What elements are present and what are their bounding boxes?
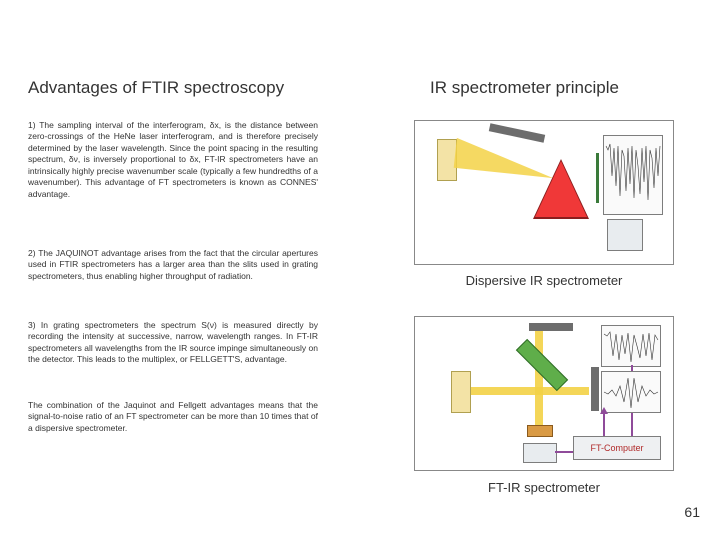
spectrum-output-icon: [603, 135, 663, 215]
left-title: Advantages of FTIR spectroscopy: [28, 78, 318, 98]
figure-dispersive: [414, 120, 674, 265]
ft-computer-box: FT-Computer: [573, 436, 661, 460]
detector-icon: [607, 219, 643, 251]
figure-ftir: FT-Computer: [414, 316, 674, 471]
spectrum-output-icon: [601, 325, 661, 367]
slit-icon: [596, 153, 599, 203]
fixed-mirror-icon: [529, 323, 573, 331]
beam-vertical-icon: [535, 331, 543, 427]
paragraph-2: 2) The JAQUINOT advantage arises from th…: [28, 248, 318, 282]
right-title: IR spectrometer principle: [430, 78, 690, 98]
mirror-icon: [489, 123, 545, 142]
signal-wire-icon: [631, 365, 633, 371]
detector-icon: [523, 443, 557, 463]
interferogram-icon: [601, 371, 661, 413]
ir-source-icon: [451, 371, 471, 413]
sample-icon: [527, 425, 553, 437]
prism-icon: [535, 161, 587, 217]
paragraph-4: The combination of the Jaquinot and Fell…: [28, 400, 318, 434]
caption-dispersive: Dispersive IR spectrometer: [414, 273, 674, 288]
caption-ftir: FT-IR spectrometer: [414, 480, 674, 495]
beam-horizontal-icon: [469, 387, 589, 395]
paragraph-3: 3) In grating spectrometers the spectrum…: [28, 320, 318, 366]
paragraph-1: 1) The sampling interval of the interfer…: [28, 120, 318, 200]
page-number: 61: [684, 504, 700, 520]
arrow-up-icon: [600, 407, 608, 414]
moving-mirror-icon: [591, 367, 599, 411]
